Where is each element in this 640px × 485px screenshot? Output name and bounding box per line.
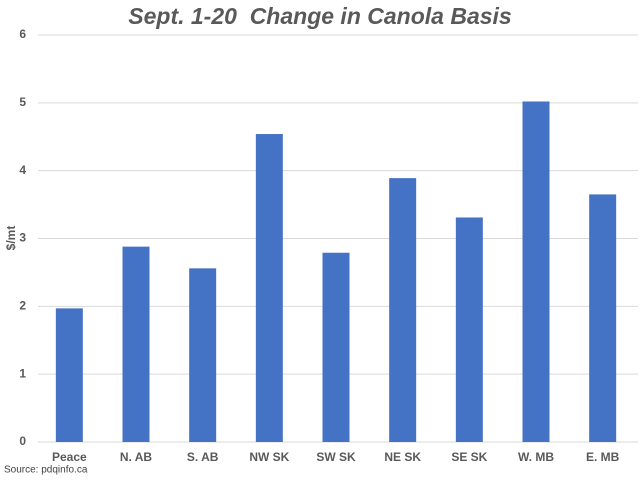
x-tick-label: NW SK (249, 450, 289, 464)
y-tick-label: 3 (19, 231, 26, 245)
bar (522, 101, 550, 442)
x-tick-label: Peace (52, 450, 87, 464)
bar (389, 178, 417, 442)
y-tick-label: 6 (19, 27, 26, 41)
x-tick-label: E. MB (586, 450, 620, 464)
y-tick-label: 4 (19, 163, 26, 177)
x-tick-label: NE SK (384, 450, 421, 464)
bar (189, 268, 217, 442)
y-tick-label: 5 (19, 95, 26, 109)
plot-area: 0 1 2 3 4 5 6 Peace N. AB S. AB NW SK SW SK NE SK SE … (19, 27, 638, 464)
bar (122, 246, 150, 442)
x-tick-label: N. AB (120, 450, 153, 464)
bar (55, 308, 83, 442)
y-axis-label: $/mt (4, 226, 18, 251)
y-tick-label: 0 (19, 434, 26, 448)
y-tick-label: 1 (19, 366, 26, 380)
chart-title: Sept. 1-20 Change in Canola Basis (128, 3, 511, 29)
source-note: Source: pdqinfo.ca (4, 465, 88, 476)
y-tick-label: 2 (19, 299, 26, 313)
bar (589, 194, 617, 442)
x-tick-label: W. MB (518, 450, 554, 464)
x-tick-label: S. AB (187, 450, 219, 464)
x-tick-label: SW SK (316, 450, 356, 464)
bar (255, 134, 283, 442)
x-tick-label: SE SK (451, 450, 487, 464)
bar (322, 252, 350, 442)
bar (455, 217, 483, 442)
